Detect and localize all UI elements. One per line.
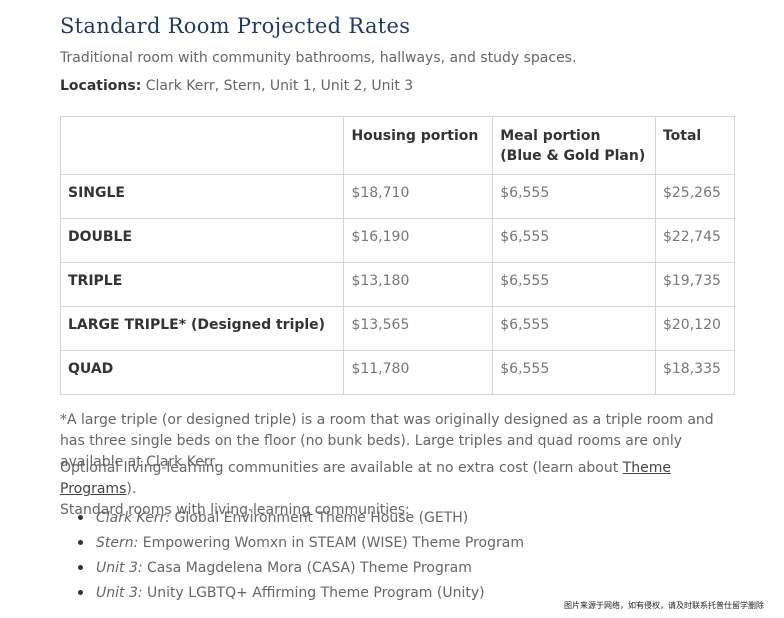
- table-row: LARGE TRIPLE* (Designed triple) $13,565 …: [59, 306, 736, 351]
- optional-text-after: ).: [126, 481, 137, 497]
- community-location: Clark Kerr:: [96, 510, 171, 526]
- header-meal-line1: Meal portion: [500, 128, 601, 144]
- locations-label: Locations:: [60, 78, 142, 94]
- room-type-cell: TRIPLE: [59, 262, 345, 307]
- total-cell: $25,265: [654, 174, 736, 219]
- bullet-icon: [78, 515, 83, 520]
- table-row: TRIPLE $13,180 $6,555 $19,735: [59, 262, 736, 307]
- community-location: Unit 3:: [96, 560, 143, 576]
- table-header-row: Housing portion Meal portion (Blue & Gol…: [59, 116, 736, 175]
- list-item: Unit 3: Unity LGBTQ+ Affirming Theme Pro…: [78, 583, 524, 608]
- list-item: Clark Kerr: Global Environment Theme Hou…: [78, 508, 524, 533]
- table-row: QUAD $11,780 $6,555 $18,335: [59, 350, 736, 395]
- housing-cell: $13,180: [343, 262, 494, 307]
- community-program: Unity LGBTQ+ Affirming Theme Program (Un…: [147, 585, 485, 601]
- total-cell: $22,745: [654, 218, 736, 263]
- room-type-cell: SINGLE: [59, 174, 345, 219]
- room-type-cell: LARGE TRIPLE* (Designed triple): [59, 306, 345, 351]
- bullet-icon: [78, 540, 83, 545]
- meal-cell: $6,555: [492, 306, 656, 351]
- list-item: Stern: Empowering Womxn in STEAM (WISE) …: [78, 533, 524, 558]
- optional-text-line2: Standard rooms with living-learning comm…: [60, 502, 410, 518]
- community-program: Empowering Womxn in STEAM (WISE) Theme P…: [142, 535, 524, 551]
- meal-cell: $6,555: [492, 218, 656, 263]
- rates-table: Housing portion Meal portion (Blue & Gol…: [59, 116, 736, 395]
- meal-cell: $6,555: [492, 350, 656, 395]
- community-program: Global Environment Theme House (GETH): [174, 510, 469, 526]
- housing-cell: $18,710: [343, 174, 494, 219]
- locations-line: Locations: Clark Kerr, Stern, Unit 1, Un…: [60, 78, 413, 94]
- table-row: DOUBLE $16,190 $6,555 $22,745: [59, 218, 736, 263]
- total-cell: $19,735: [654, 262, 736, 307]
- meal-cell: $6,555: [492, 174, 656, 219]
- page-subtitle: Traditional room with community bathroom…: [60, 50, 577, 66]
- bullet-icon: [78, 565, 83, 570]
- table-row: SINGLE $18,710 $6,555 $25,265: [59, 174, 736, 219]
- community-program: Casa Magdelena Mora (CASA) Theme Program: [147, 560, 472, 576]
- housing-cell: $11,780: [343, 350, 494, 395]
- total-cell: $20,120: [654, 306, 736, 351]
- watermark-text: 图片来源于网络，如有侵权，请及时联系托普仕留学删除: [564, 601, 764, 610]
- optional-text-before: Optional living-learning communities are…: [60, 460, 623, 476]
- optional-communities-text: Optional living-learning communities are…: [60, 458, 740, 521]
- header-total: Total: [654, 116, 736, 175]
- header-room: [59, 116, 345, 175]
- theme-programs-link[interactable]: Theme Programs: [60, 460, 671, 497]
- housing-cell: $13,565: [343, 306, 494, 351]
- list-item: Unit 3: Casa Magdelena Mora (CASA) Theme…: [78, 558, 524, 583]
- housing-cell: $16,190: [343, 218, 494, 263]
- community-location: Unit 3:: [96, 585, 143, 601]
- header-housing: Housing portion: [343, 116, 494, 175]
- room-type-cell: DOUBLE: [59, 218, 345, 263]
- community-location: Stern:: [96, 535, 139, 551]
- bullet-icon: [78, 590, 83, 595]
- room-type-cell: QUAD: [59, 350, 345, 395]
- total-cell: $18,335: [654, 350, 736, 395]
- meal-cell: $6,555: [492, 262, 656, 307]
- page-title: Standard Room Projected Rates: [60, 14, 411, 38]
- large-triple-note: *A large triple (or designed triple) is …: [60, 412, 714, 470]
- locations-value: Clark Kerr, Stern, Unit 1, Unit 2, Unit …: [145, 78, 414, 94]
- communities-list: Clark Kerr: Global Environment Theme Hou…: [78, 508, 524, 608]
- header-meal-line2: (Blue & Gold Plan): [500, 148, 646, 164]
- header-meal: Meal portion (Blue & Gold Plan): [492, 116, 656, 175]
